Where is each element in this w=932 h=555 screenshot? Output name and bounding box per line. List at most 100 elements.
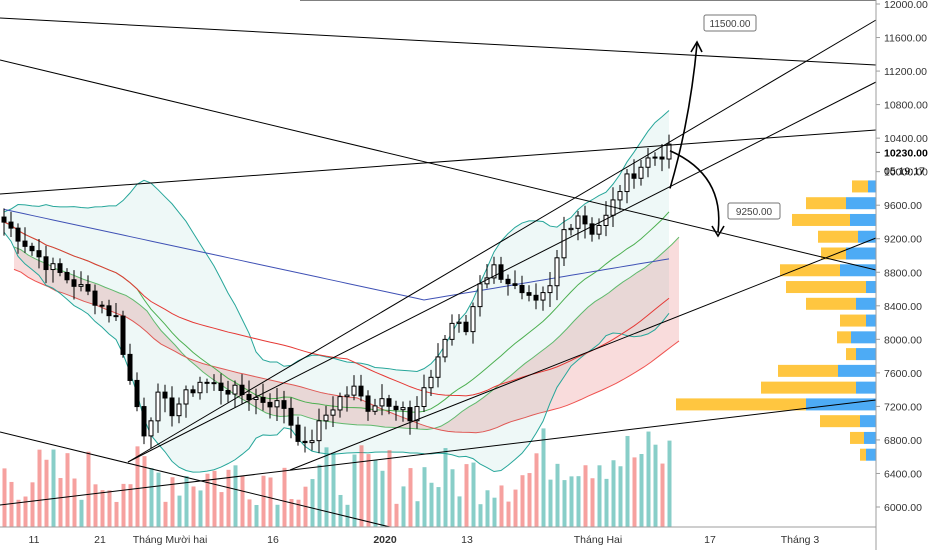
candle-body [155,391,161,422]
candle-body [64,271,70,281]
volume-bar [422,467,427,527]
y-tick-label: 10400.00 [884,133,928,145]
volume-bar [590,478,595,527]
y-tick-label: 6400.00 [884,468,922,480]
profile-bar-down [676,398,806,411]
candle-body [533,294,539,301]
y-tick-label: 12000.00 [884,0,928,11]
volume-profile [676,180,876,461]
profile-bar-down [806,197,846,210]
trend-lines[interactable] [0,0,877,528]
profile-bar-down [786,281,866,294]
volume-bar [282,467,287,527]
profile-bar-down [761,381,856,394]
x-tick-label: Tháng Mười hai [133,534,208,546]
candle-body [372,405,378,412]
candle-body [1,216,7,223]
volume-bar [506,501,511,527]
price-labels: 10230.00 05:19:17 11500.00 9250.00 [703,14,928,220]
candle-body [470,306,476,333]
candle-body [8,221,14,229]
profile-bar-down [837,331,851,344]
trend-line [0,431,391,528]
volume-bar [548,479,553,527]
volume-bar [289,499,294,527]
profile-bar-down [820,415,860,428]
volume-bar [555,463,560,527]
candle-body [491,264,497,279]
profile-bar-up [866,448,876,461]
volume-bar [653,444,658,527]
candle-body [120,315,126,355]
candle-body [337,396,343,411]
candle-body [659,156,665,160]
candle-body [225,389,231,395]
arrow-up-head [690,40,703,53]
candle-body [351,385,357,396]
profile-bar-up [860,415,876,428]
y-tick-label: 6800.00 [884,435,922,447]
candle-body [57,263,63,273]
volume-bar [562,480,567,527]
candle-body [323,414,329,422]
y-tick-label: 6000.00 [884,502,922,514]
candle-body [162,391,168,399]
volume-bar [233,465,238,527]
candle-body [71,279,77,287]
volume-bar [394,503,399,527]
candle-body [218,382,224,391]
y-tick-label: 8400.00 [884,301,922,313]
candle-body [631,173,637,179]
bb-fill [4,110,669,473]
trend-line [0,129,877,195]
volume-bar [527,473,532,527]
profile-bar-down [818,230,858,243]
arrow-up [669,43,698,189]
candle-body [239,384,245,396]
target-down-label-text: 9250.00 [736,207,773,218]
y-tick-label: 9200.00 [884,234,922,246]
volume-bar [408,468,413,527]
volume-bar [254,504,259,527]
candle-body [400,407,406,411]
candle-body [92,290,98,306]
volume-bar [660,463,665,527]
volume-bar [380,470,385,527]
candle-body [190,389,196,394]
arrow-down-head [711,225,725,238]
candle-body [260,396,266,403]
volume-bar [191,486,196,527]
volume-bar [261,475,266,527]
candle-body [477,283,483,308]
ma-mid [3,221,670,397]
volume-bar [240,475,245,527]
candle-body [309,440,315,444]
projection-arrows[interactable] [669,40,725,238]
volume-bar [625,435,630,527]
trend-line [127,81,877,463]
trend-line [0,17,877,66]
volume-bar [632,457,637,527]
volume-bar [107,490,112,527]
volume-bar [387,450,392,527]
profile-bar-up [856,348,876,361]
volume-bar [114,501,119,527]
candle-body [197,381,203,394]
candle-body [330,409,336,416]
countdown-label: 05:19:17 [884,165,925,177]
volume-bar [499,485,504,527]
candle-body [582,215,588,225]
candle-body [344,394,350,398]
trend-line [0,399,877,506]
profile-bar-up [838,364,876,377]
candle-body [540,292,546,301]
y-tick-label: 11600.00 [884,33,927,45]
candle-body [505,278,511,285]
arrow-down [669,149,720,233]
candle-body [302,440,308,444]
volume-bar [618,466,623,527]
volume-bar [135,446,140,527]
volume-bar [177,495,182,527]
